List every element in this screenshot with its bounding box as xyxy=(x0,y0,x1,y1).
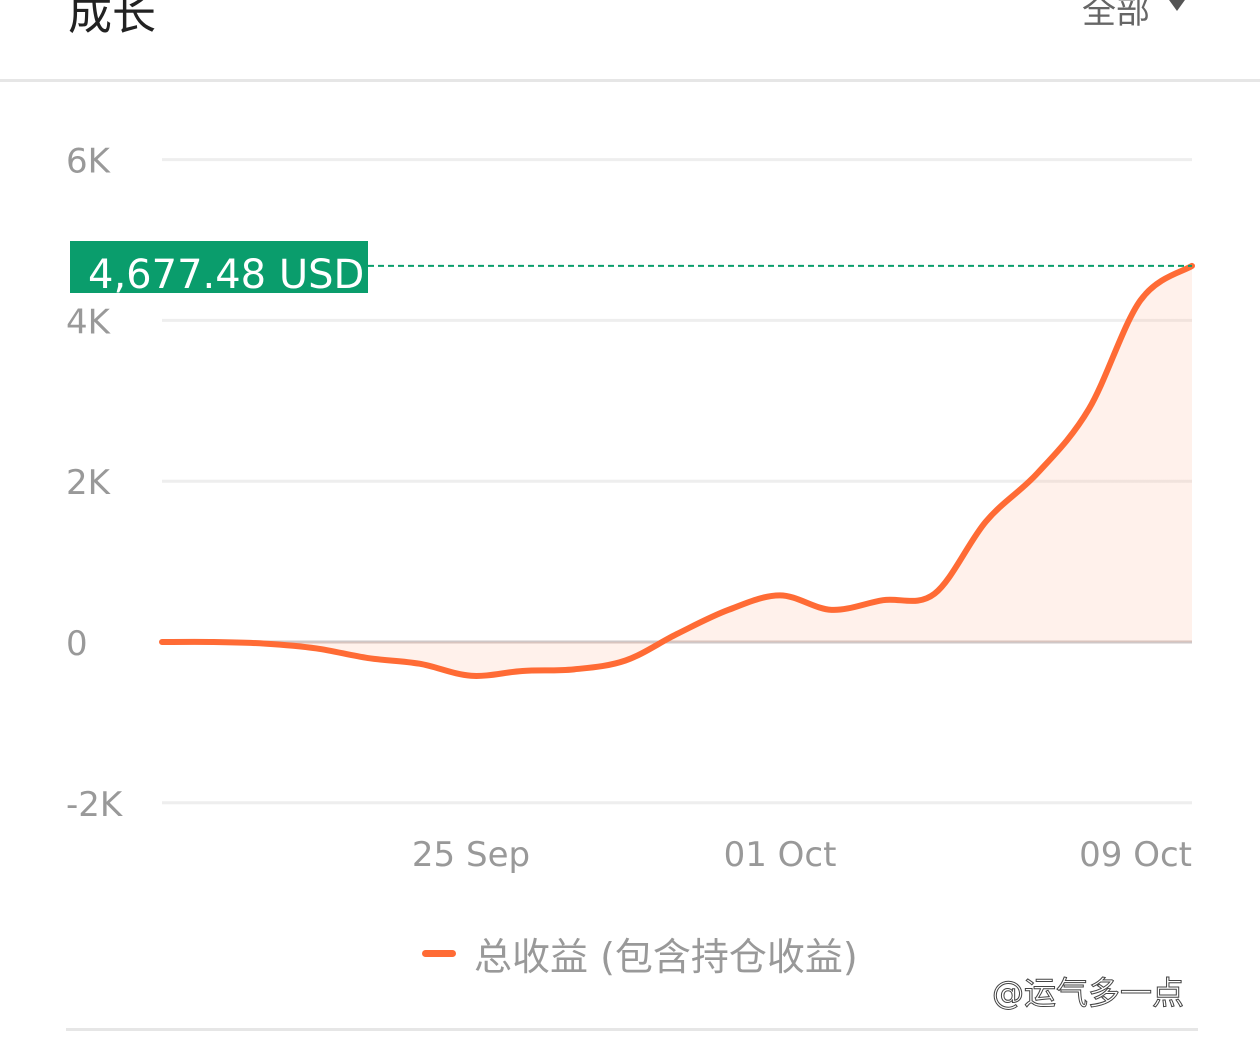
x-tick-label: 09 Oct xyxy=(1079,835,1192,875)
y-tick-label: 4K xyxy=(66,302,112,342)
x-tick-label: 25 Sep xyxy=(412,835,530,875)
legend-swatch xyxy=(422,950,456,957)
divider xyxy=(0,79,1260,82)
current-value-label: 4,677.48 USD xyxy=(88,252,364,298)
range-filter-dropdown[interactable]: 全部 xyxy=(1082,0,1190,33)
x-tick-label: 01 Oct xyxy=(724,835,837,875)
filter-label: 全部 xyxy=(1082,0,1150,32)
y-tick-label: -2K xyxy=(66,785,124,825)
y-tick-label: 0 xyxy=(66,624,88,664)
current-value-badge xyxy=(70,241,368,293)
triangle-down-icon xyxy=(1164,0,1190,11)
series-line xyxy=(159,262,1195,679)
y-tick-label: 2K xyxy=(66,463,112,503)
legend[interactable]: 总收益 (包含持仓收益) xyxy=(422,926,858,981)
area-fill xyxy=(162,265,1192,676)
legend-label: 总收益 (包含持仓收益) xyxy=(474,935,858,979)
y-tick-label: 6K xyxy=(66,142,112,182)
watermark: @运气多一点 xyxy=(991,974,1185,1013)
divider xyxy=(66,1028,1198,1031)
page-title: 成长 xyxy=(68,0,156,40)
